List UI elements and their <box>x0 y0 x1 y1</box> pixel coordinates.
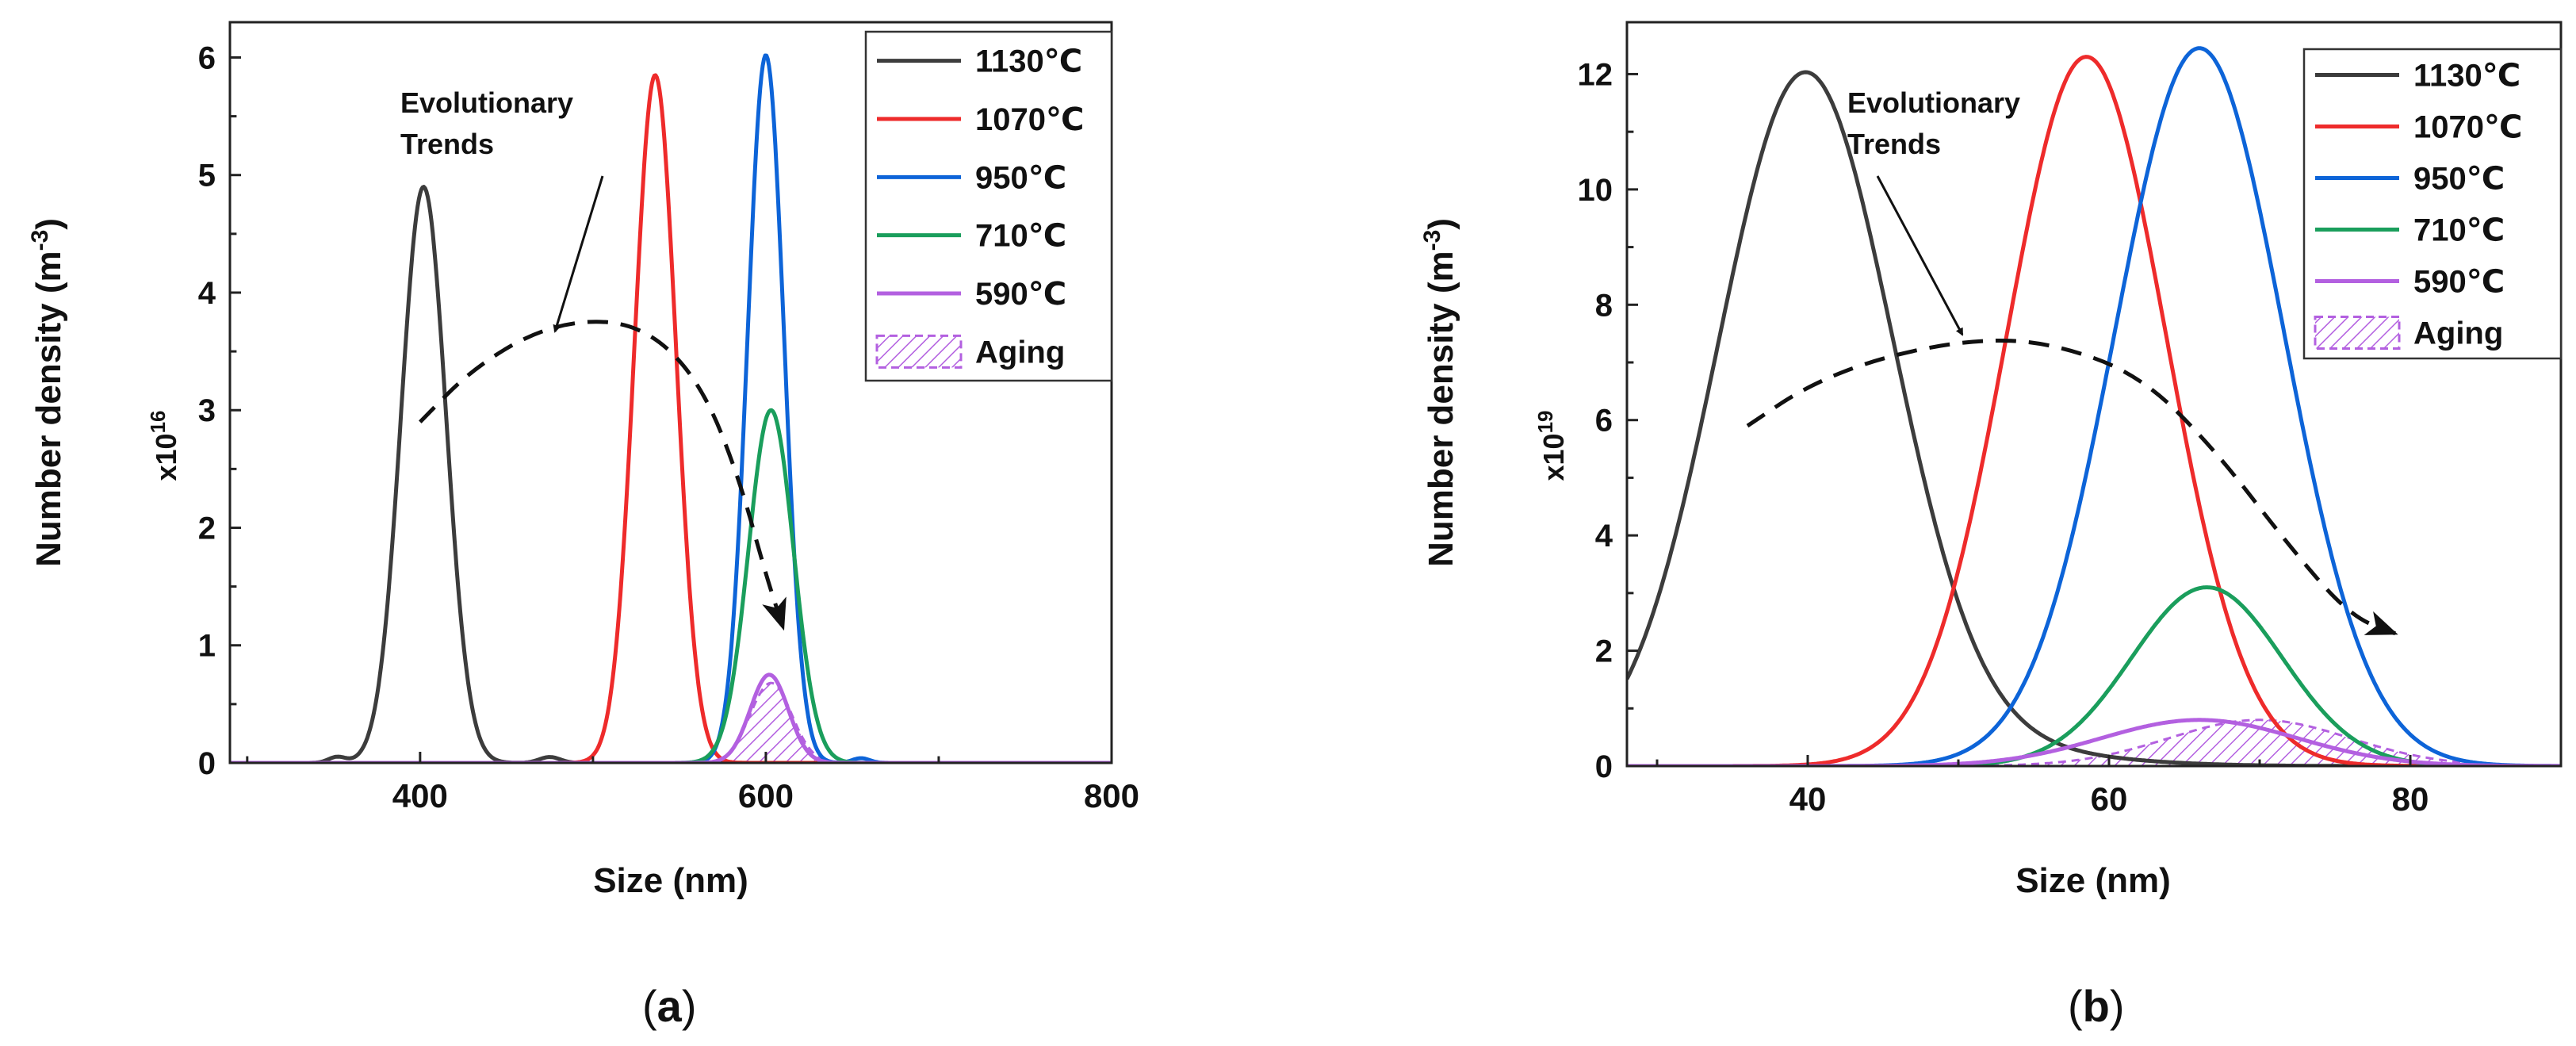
plot-frame <box>228 21 1113 764</box>
y-tick-label: 6 <box>1595 404 1613 439</box>
chart-panel-a: 400 600 800 0 1 2 3 4 5 6 Size (nm) Number density … <box>27 21 1139 1031</box>
x-tick-label: 400 <box>392 777 448 814</box>
series-line-710℃ <box>230 408 1112 763</box>
y-tick-label: 4 <box>1595 519 1613 554</box>
aging-outline <box>1627 718 2561 766</box>
panel-label: (a) <box>642 981 696 1031</box>
x-tick-label: 600 <box>738 777 794 814</box>
x-axis-label: Size (nm) <box>2015 861 2171 900</box>
y-tick-label: 6 <box>198 40 216 75</box>
trend-arrow <box>1746 338 2398 636</box>
y-tick-label: 10 <box>1578 173 1613 208</box>
legend-label: 1070℃ <box>975 102 1084 137</box>
legend-box <box>2302 48 2563 360</box>
x-tick-label: 60 <box>2091 780 2128 818</box>
legend-label: 710℃ <box>975 219 1066 254</box>
y-axis-label: Number density (m-3) <box>1419 218 1460 567</box>
y-tick-label: 2 <box>198 511 216 546</box>
y-tick-label: 5 <box>198 159 216 193</box>
plot-frame <box>1625 21 2563 768</box>
series-line-590℃ <box>1627 718 2561 766</box>
y-tick-label: 0 <box>1595 749 1613 784</box>
legend-swatch-aging <box>2314 316 2401 350</box>
y-tick-label: 8 <box>1595 288 1613 323</box>
legend-swatch-aging <box>875 334 963 369</box>
legend-label: 1130℃ <box>2413 59 2520 94</box>
legend-label: 950℃ <box>2413 162 2505 197</box>
series-line-1130℃ <box>1627 70 2561 766</box>
plot-area <box>230 53 1112 763</box>
legend-box <box>864 30 1113 382</box>
legend-label: 590℃ <box>975 277 1066 312</box>
legend-label: 590℃ <box>2413 265 2505 300</box>
x-tick-label: 800 <box>1084 777 1139 814</box>
panel-label: (b) <box>2068 981 2125 1031</box>
y-tick-label: 3 <box>198 393 216 428</box>
y-tick-label: 0 <box>198 746 216 781</box>
legend-label: Aging <box>2413 316 2503 351</box>
legend-label: 950℃ <box>975 160 1066 195</box>
legend: 1130℃ 1070℃ 950℃ 710℃ 590℃ Aging <box>2302 48 2563 360</box>
y-multiplier: x1019 <box>1533 411 1570 481</box>
trend-arrow <box>419 320 787 631</box>
annotation-arrow <box>1876 175 1964 336</box>
legend-label: 710℃ <box>2413 213 2505 248</box>
y-axis-label: Number density (m-3) <box>27 218 68 567</box>
legend-label: Aging <box>975 335 1065 370</box>
x-tick-label: 40 <box>1789 780 1827 818</box>
annotation-trends: Trends <box>400 128 494 160</box>
legend: 1130℃ 1070℃ 950℃ 710℃ 590℃ Aging <box>864 30 1113 382</box>
y-multiplier: x1016 <box>146 411 182 481</box>
y-tick-label: 1 <box>198 629 216 664</box>
x-tick-label: 80 <box>2392 780 2429 818</box>
y-tick-label: 2 <box>1595 634 1613 669</box>
series-line-950℃ <box>1627 46 2561 766</box>
legend-label: 1130℃ <box>975 44 1082 79</box>
x-axis-label: Size (nm) <box>593 861 748 900</box>
legend-label: 1070℃ <box>2413 110 2522 145</box>
annotation-arrow <box>553 175 604 333</box>
annotation-evolutionary: Evolutionary <box>1847 86 2020 119</box>
annotation-trends: Trends <box>1847 128 1941 160</box>
plot-area <box>1627 46 2561 766</box>
annotation-evolutionary: Evolutionary <box>400 86 573 119</box>
series-line-1130℃ <box>230 185 1112 763</box>
y-tick-label: 12 <box>1578 57 1613 92</box>
chart-panel-b: 40 60 80 0 2 4 6 8 10 12 Size (nm) Number density (… <box>1419 21 2563 1031</box>
series-line-1070℃ <box>230 73 1112 763</box>
y-tick-label: 4 <box>198 276 216 311</box>
